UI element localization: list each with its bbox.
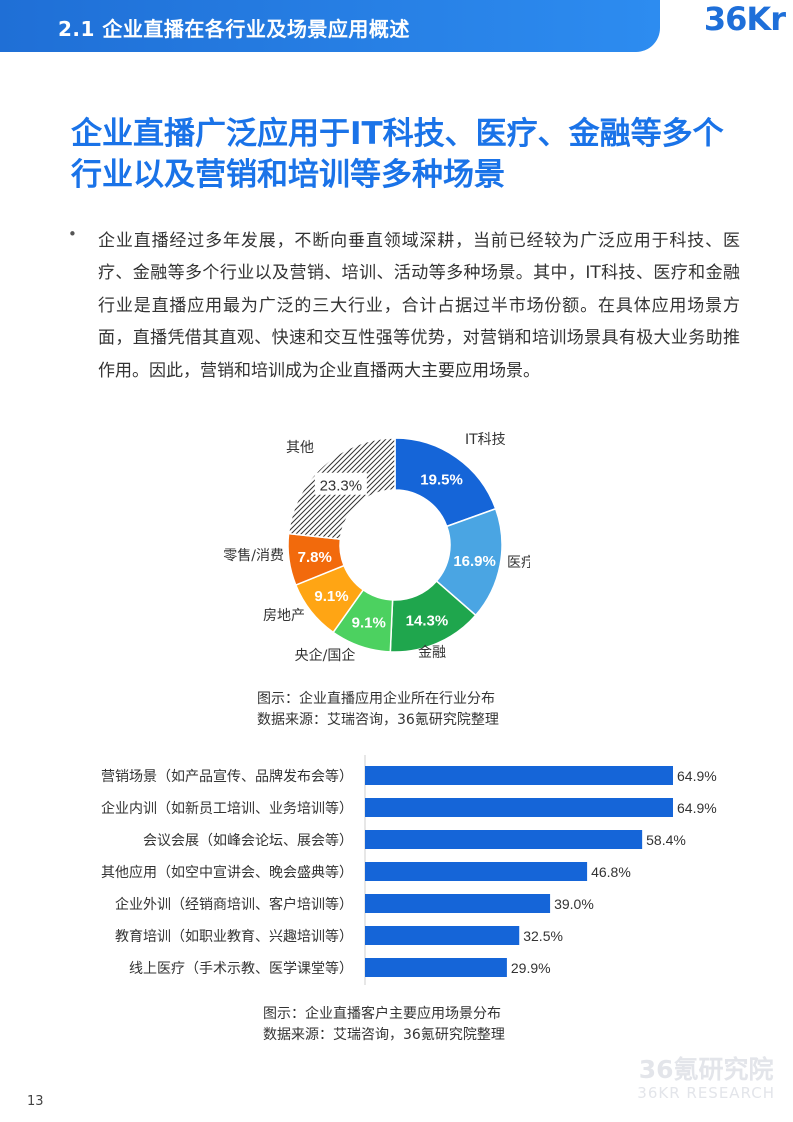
logo: 36Kr: [703, 0, 786, 38]
logo-text: 36Kr: [703, 0, 786, 38]
bar-value-label: 64.9%: [677, 768, 717, 784]
bar-caption: 图示：企业直播客户主要应用场景分布 数据来源：艾瑞咨询，36氪研究院整理: [263, 1004, 505, 1046]
header-bar: [0, 0, 660, 52]
bullet-icon: •: [68, 225, 77, 243]
bar-caption-title: 图示：企业直播客户主要应用场景分布: [263, 1006, 501, 1022]
bar-category-label: 企业内训（如新员工培训、业务培训等）: [101, 800, 353, 817]
bar-category-label: 线上医疗（手术示教、医学课堂等）: [129, 960, 353, 977]
bar: [365, 958, 507, 977]
slice-category-label: 金融: [418, 645, 446, 661]
bar: [365, 862, 588, 881]
slice-category-label: 其他: [286, 440, 314, 456]
bar: [365, 798, 673, 817]
bar-caption-source: 数据来源：艾瑞咨询，36氪研究院整理: [263, 1027, 505, 1043]
watermark-line1: 36氪研究院: [638, 1055, 774, 1084]
bar: [365, 766, 673, 785]
donut-slice: [394, 437, 497, 528]
slice-value-label: 7.8%: [298, 549, 332, 566]
bullet-text: 企业直播经过多年发展，不断向垂直领域深耕，当前已经较为广泛应用于科技、医疗、金融…: [98, 231, 740, 381]
page-headline: 企业直播广泛应用于IT科技、医疗、金融等多个行业以及营销和培训等多种场景: [71, 116, 724, 193]
bar-category-label: 会议会展（如峰会论坛、展会等）: [143, 832, 353, 849]
label-bg: [314, 472, 367, 495]
slice-value-label: 16.9%: [453, 553, 496, 570]
pie-caption-source: 数据来源：艾瑞咨询，36氪研究院整理: [257, 712, 499, 728]
slice-category-label: IT科技: [465, 432, 506, 448]
bar: [365, 926, 520, 945]
bar-value-label: 64.9%: [677, 800, 717, 816]
bar-category-label: 其他应用（如空中宣讲会、晚会盛典等）: [101, 864, 353, 881]
watermark-line2: 36KR RESEARCH: [637, 1084, 775, 1102]
bar-category-label: 企业外训（经销商培训、客户培训等）: [115, 896, 353, 913]
slice-category-label: 医疗: [507, 555, 530, 571]
bar-value-label: 29.9%: [511, 960, 551, 976]
slice-value-label: 9.1%: [314, 588, 348, 605]
slice-category-label: 央企/国企: [295, 647, 356, 664]
bar-category-label: 营销场景（如产品宣传、品牌发布会等）: [101, 768, 353, 785]
slice-category-label: 房地产: [263, 608, 305, 624]
bar-category-label: 教育培训（如职业教育、兴趣培训等）: [115, 928, 353, 945]
page-number: 13: [27, 1094, 44, 1109]
slice-value-label: 23.3%: [320, 478, 363, 495]
bar-value-label: 58.4%: [646, 832, 686, 848]
bar-value-label: 46.8%: [591, 864, 631, 880]
scenario-bar-chart: 营销场景（如产品宣传、品牌发布会等） 64.9% 企业内训（如新员工培训、业务培训等…: [101, 755, 717, 985]
pie-caption-title: 图示：企业直播应用企业所在行业分布: [257, 691, 495, 707]
watermark: 36氪研究院 36KR RESEARCH: [637, 1055, 775, 1103]
slice-value-label: 14.3%: [406, 612, 449, 629]
industry-donut-chart: 19.5% IT科技 16.9% 医疗 14.3% 金融 9.1% 央企/国企 9.1% 房地产 7…: [223, 432, 530, 664]
bar-value-label: 39.0%: [554, 896, 594, 912]
pie-caption: 图示：企业直播应用企业所在行业分布 数据来源：艾瑞咨询，36氪研究院整理: [257, 689, 499, 731]
slice-category-label: 零售/消费: [223, 548, 284, 564]
slice-value-label: 19.5%: [420, 472, 463, 489]
bar: [365, 894, 551, 913]
bar: [365, 830, 643, 849]
section-title: 2.1 企业直播在各行业及场景应用概述: [58, 17, 410, 41]
slice-value-label: 9.1%: [352, 615, 386, 632]
bar-value-label: 32.5%: [523, 928, 563, 944]
